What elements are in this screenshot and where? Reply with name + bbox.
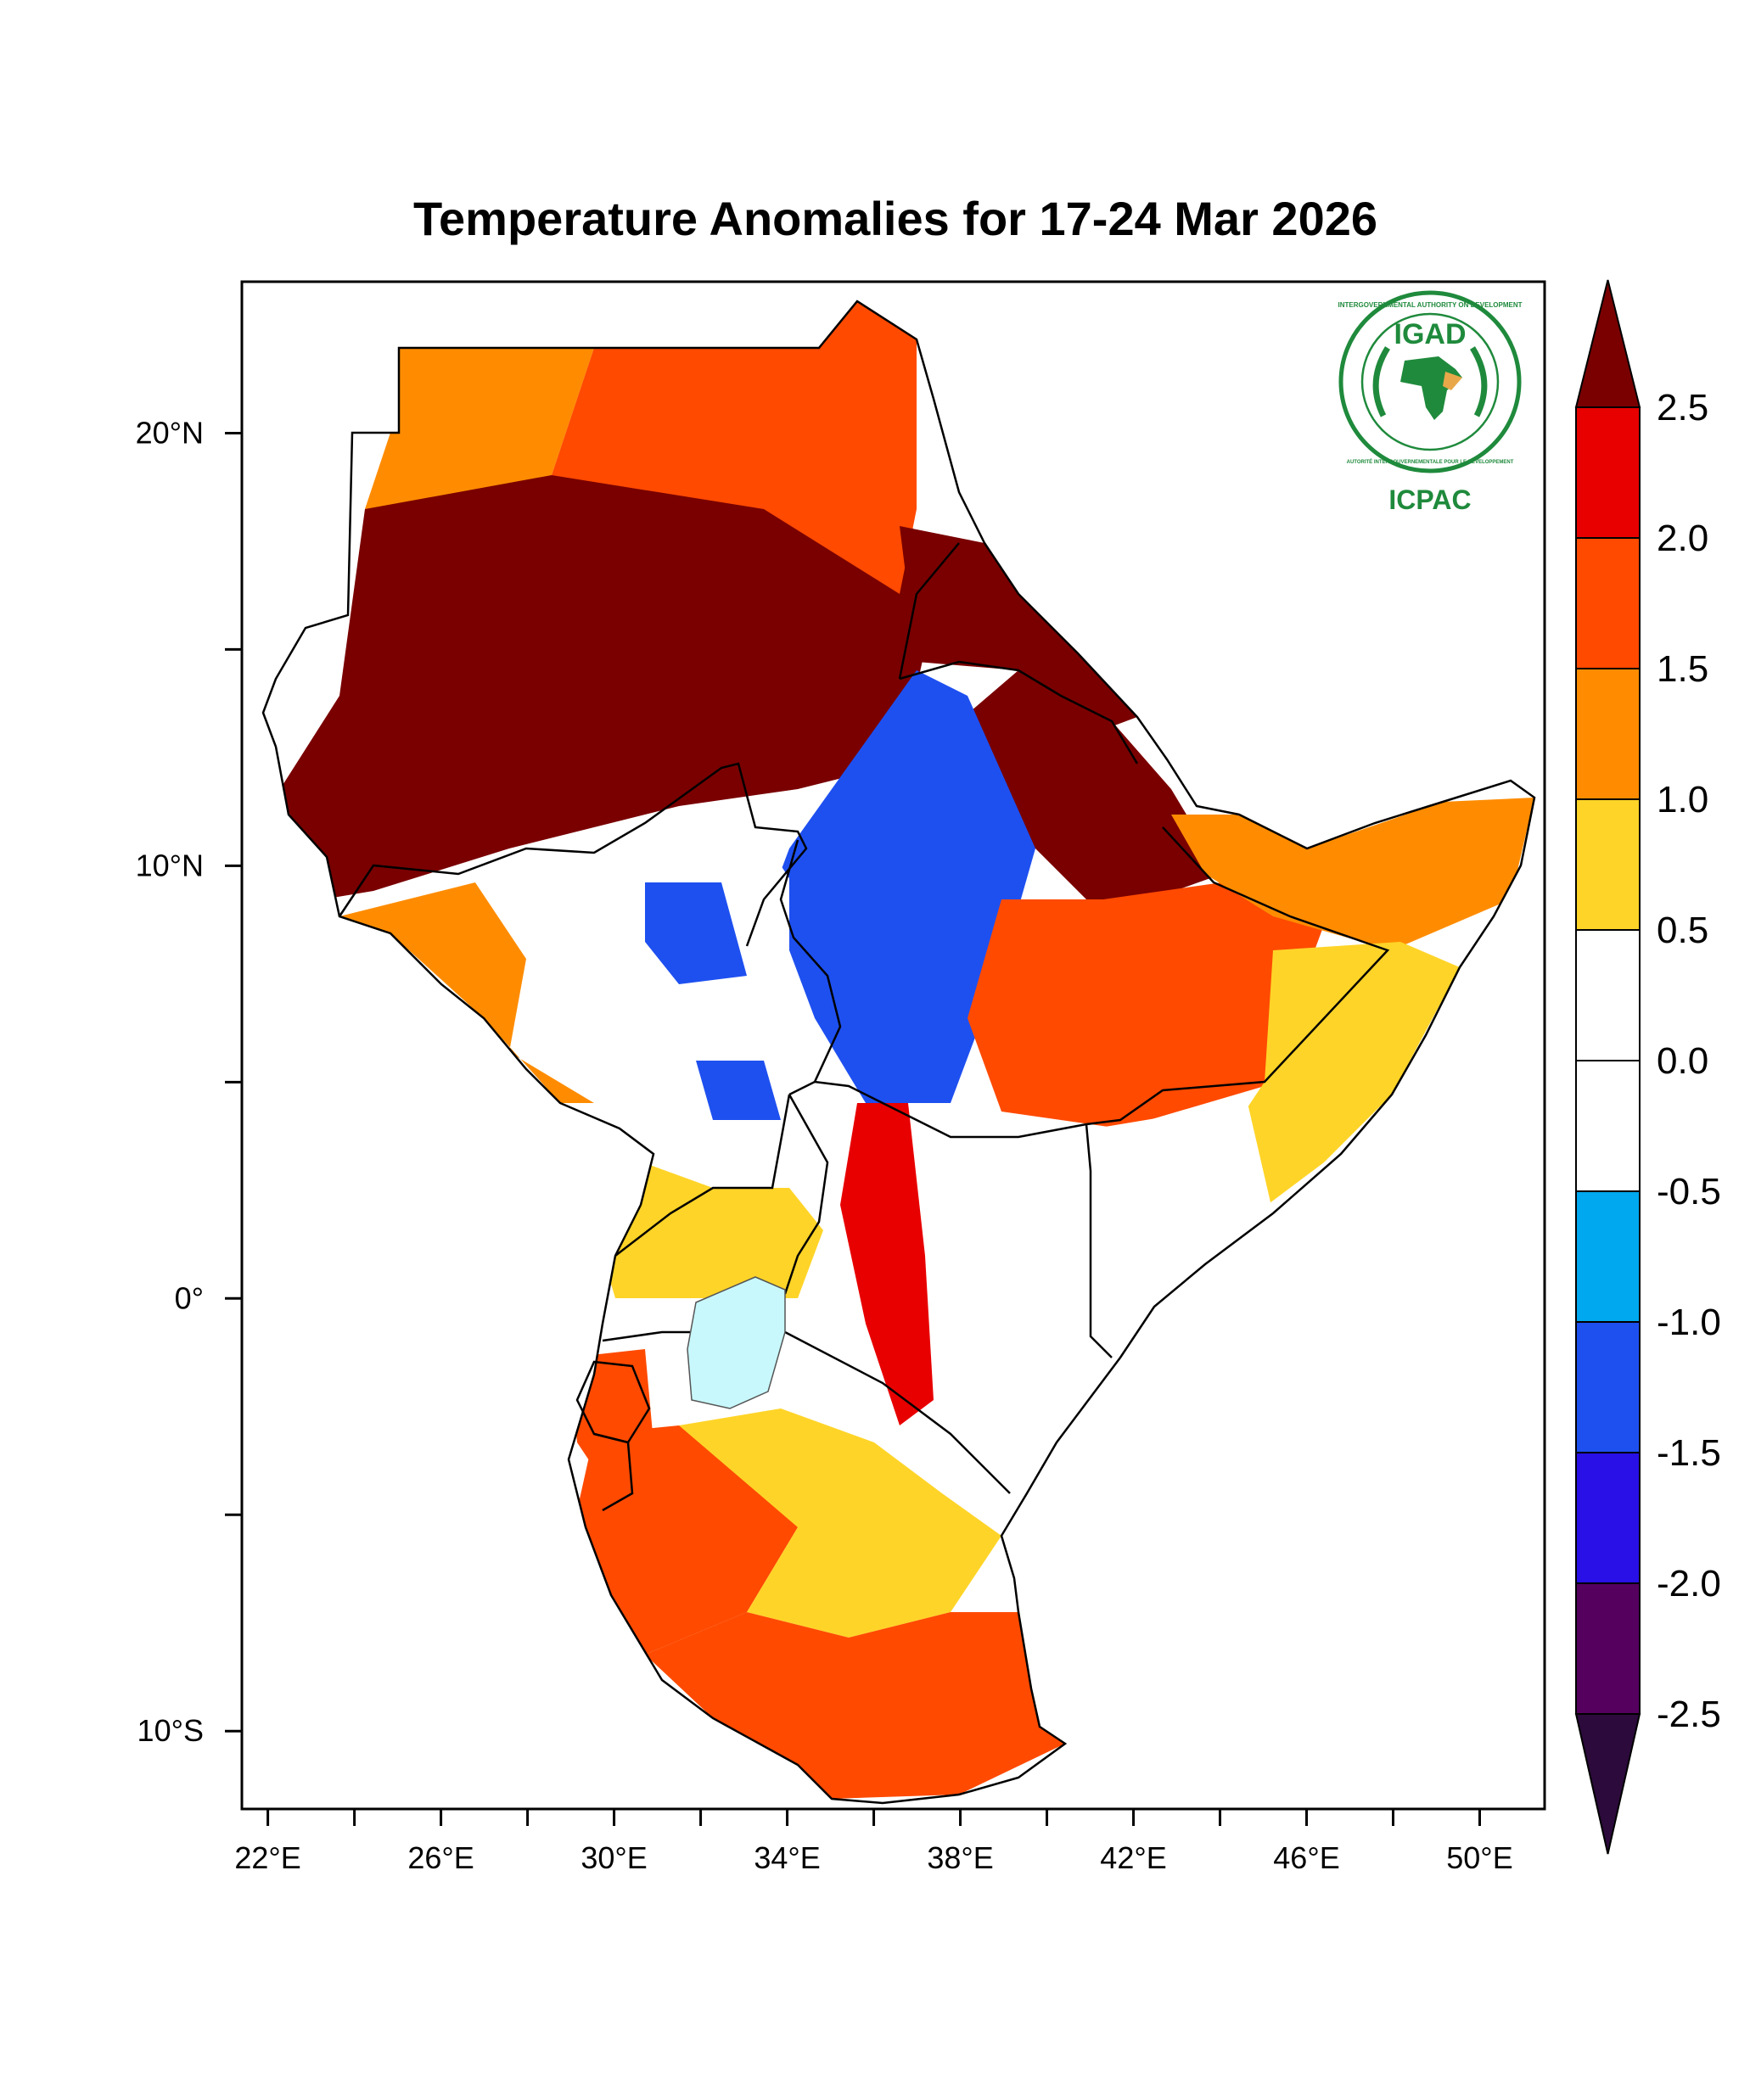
x-tick-label: 34°E — [754, 1840, 820, 1875]
border-burundi-tanzania — [593, 1432, 634, 1512]
x-tick-label: 46°E — [1273, 1840, 1339, 1875]
y-axis: 20°N 10°N 0° 10°S — [136, 415, 242, 1748]
colorbar-label: 2.5 — [1657, 387, 1708, 428]
anomaly-region-uganda — [603, 1154, 823, 1298]
colorbar-label: 0.0 — [1657, 1040, 1708, 1082]
border-kenya-somalia — [1085, 1123, 1113, 1358]
colorbar-arrow-bottom — [1574, 1713, 1641, 1855]
chart-title: Temperature Anomalies for 17-24 Mar 2026 — [412, 192, 1378, 245]
x-tick-label: 38°E — [927, 1840, 993, 1875]
colorbar-label: 2.0 — [1657, 518, 1708, 559]
colorbar-segment — [1575, 1190, 1641, 1323]
colorbar-label: -1.0 — [1657, 1302, 1721, 1343]
colorbar-arrow-top — [1574, 279, 1641, 408]
colorbar: 2.5 2.0 1.5 1.0 0.5 0.0 -0.5 -1.0 -1.5 -2.0 -2.5 — [1574, 279, 1721, 1855]
lake-victoria — [687, 1276, 786, 1409]
anomaly-region-central-somalia — [1222, 942, 1460, 1213]
colorbar-segment — [1575, 668, 1641, 800]
colorbar-segment — [1575, 1321, 1641, 1453]
anomaly-region-southern-somalia — [1091, 1103, 1273, 1336]
colorbar-label: -2.5 — [1657, 1694, 1721, 1735]
anomaly-region-central-tanzania — [679, 1408, 1001, 1638]
border-sudan-eritrea-ethiopia — [899, 660, 1139, 764]
anomaly-region-north-sudan — [280, 475, 934, 899]
logo-ring-inner — [1360, 312, 1500, 451]
igad-icpac-logo: IGAD ICPAC INTERGOVERNMENTAL AUTHORITY O… — [1338, 290, 1523, 515]
anomaly-region-northwest-sudan — [365, 348, 594, 509]
border-kenya-tanzania — [784, 1330, 1011, 1494]
anomaly-region-southern-tanzania — [645, 1612, 1065, 1799]
anomaly-region-northern-ethiopia — [959, 670, 1222, 916]
colorbar-label: 1.5 — [1657, 648, 1708, 690]
colorbar-label: -1.5 — [1657, 1432, 1721, 1474]
x-tick-label: 42°E — [1100, 1840, 1166, 1875]
anomaly-region-western-south-sudan — [339, 882, 594, 1103]
logo-ring-top-text: INTERGOVERNMENTAL AUTHORITY ON DEVELOPME… — [1338, 301, 1522, 309]
x-tick-label: 26°E — [407, 1840, 474, 1875]
anomaly-region-eastern-sudan — [552, 301, 917, 594]
border-south-sudan-uganda-kenya — [614, 1094, 791, 1257]
y-tick-label: 0° — [175, 1280, 204, 1315]
y-tick-label: 20°N — [136, 415, 204, 450]
colorbar-label: -2.0 — [1657, 1563, 1721, 1604]
border-uganda-kenya — [783, 1094, 829, 1295]
colorbar-segment — [1575, 1060, 1641, 1192]
anomaly-region-south-sudan-sudd — [645, 848, 857, 1120]
colorbar-segment — [1575, 1582, 1641, 1715]
border-ethiopia-south-sudan — [779, 839, 842, 1083]
colorbar-label: 0.5 — [1657, 910, 1708, 951]
colorbar-segment — [1575, 929, 1641, 1061]
anomaly-region-kenya-rift — [840, 1103, 934, 1425]
colorbar-label: 1.0 — [1657, 779, 1708, 820]
country-borders — [261, 300, 1536, 1805]
x-tick-label: 22°E — [234, 1840, 300, 1875]
x-tick-label: 30°E — [581, 1840, 647, 1875]
border-ethiopia-somalia — [1085, 826, 1390, 1126]
colorbar-segment — [1575, 406, 1641, 539]
anomaly-region-central-south-sudan — [475, 840, 815, 1120]
logo-sub: ICPAC — [1388, 484, 1471, 515]
colorbar-segment — [1575, 537, 1641, 669]
anomaly-region-southeast-ethiopia — [968, 882, 1324, 1128]
horn-highlight-icon — [1443, 372, 1462, 390]
border-sudan-ethiopia — [898, 542, 960, 680]
border-sudan-south-sudan — [338, 762, 808, 947]
x-axis: 22°E 26°E 30°E 34°E 38°E 42°E 46°E 50°E — [234, 1809, 1513, 1875]
x-tick-label: 50°E — [1446, 1840, 1512, 1875]
colorbar-label: -0.5 — [1657, 1171, 1721, 1212]
colorbar-segment — [1575, 798, 1641, 931]
colorbar-segment — [1575, 1452, 1641, 1584]
y-tick-label: 10°S — [137, 1713, 204, 1748]
logo-name: IGAD — [1394, 318, 1467, 350]
anomaly-region-northern-somalia — [1171, 798, 1534, 950]
logo-ring-bottom-text: AUTORITÉ INTERGOUVERNEMENTALE POUR LE DÉ… — [1347, 458, 1514, 465]
laurel-icon — [1372, 346, 1488, 417]
y-tick-label: 10°N — [136, 848, 204, 882]
anomaly-region-eritrea — [900, 526, 1137, 730]
